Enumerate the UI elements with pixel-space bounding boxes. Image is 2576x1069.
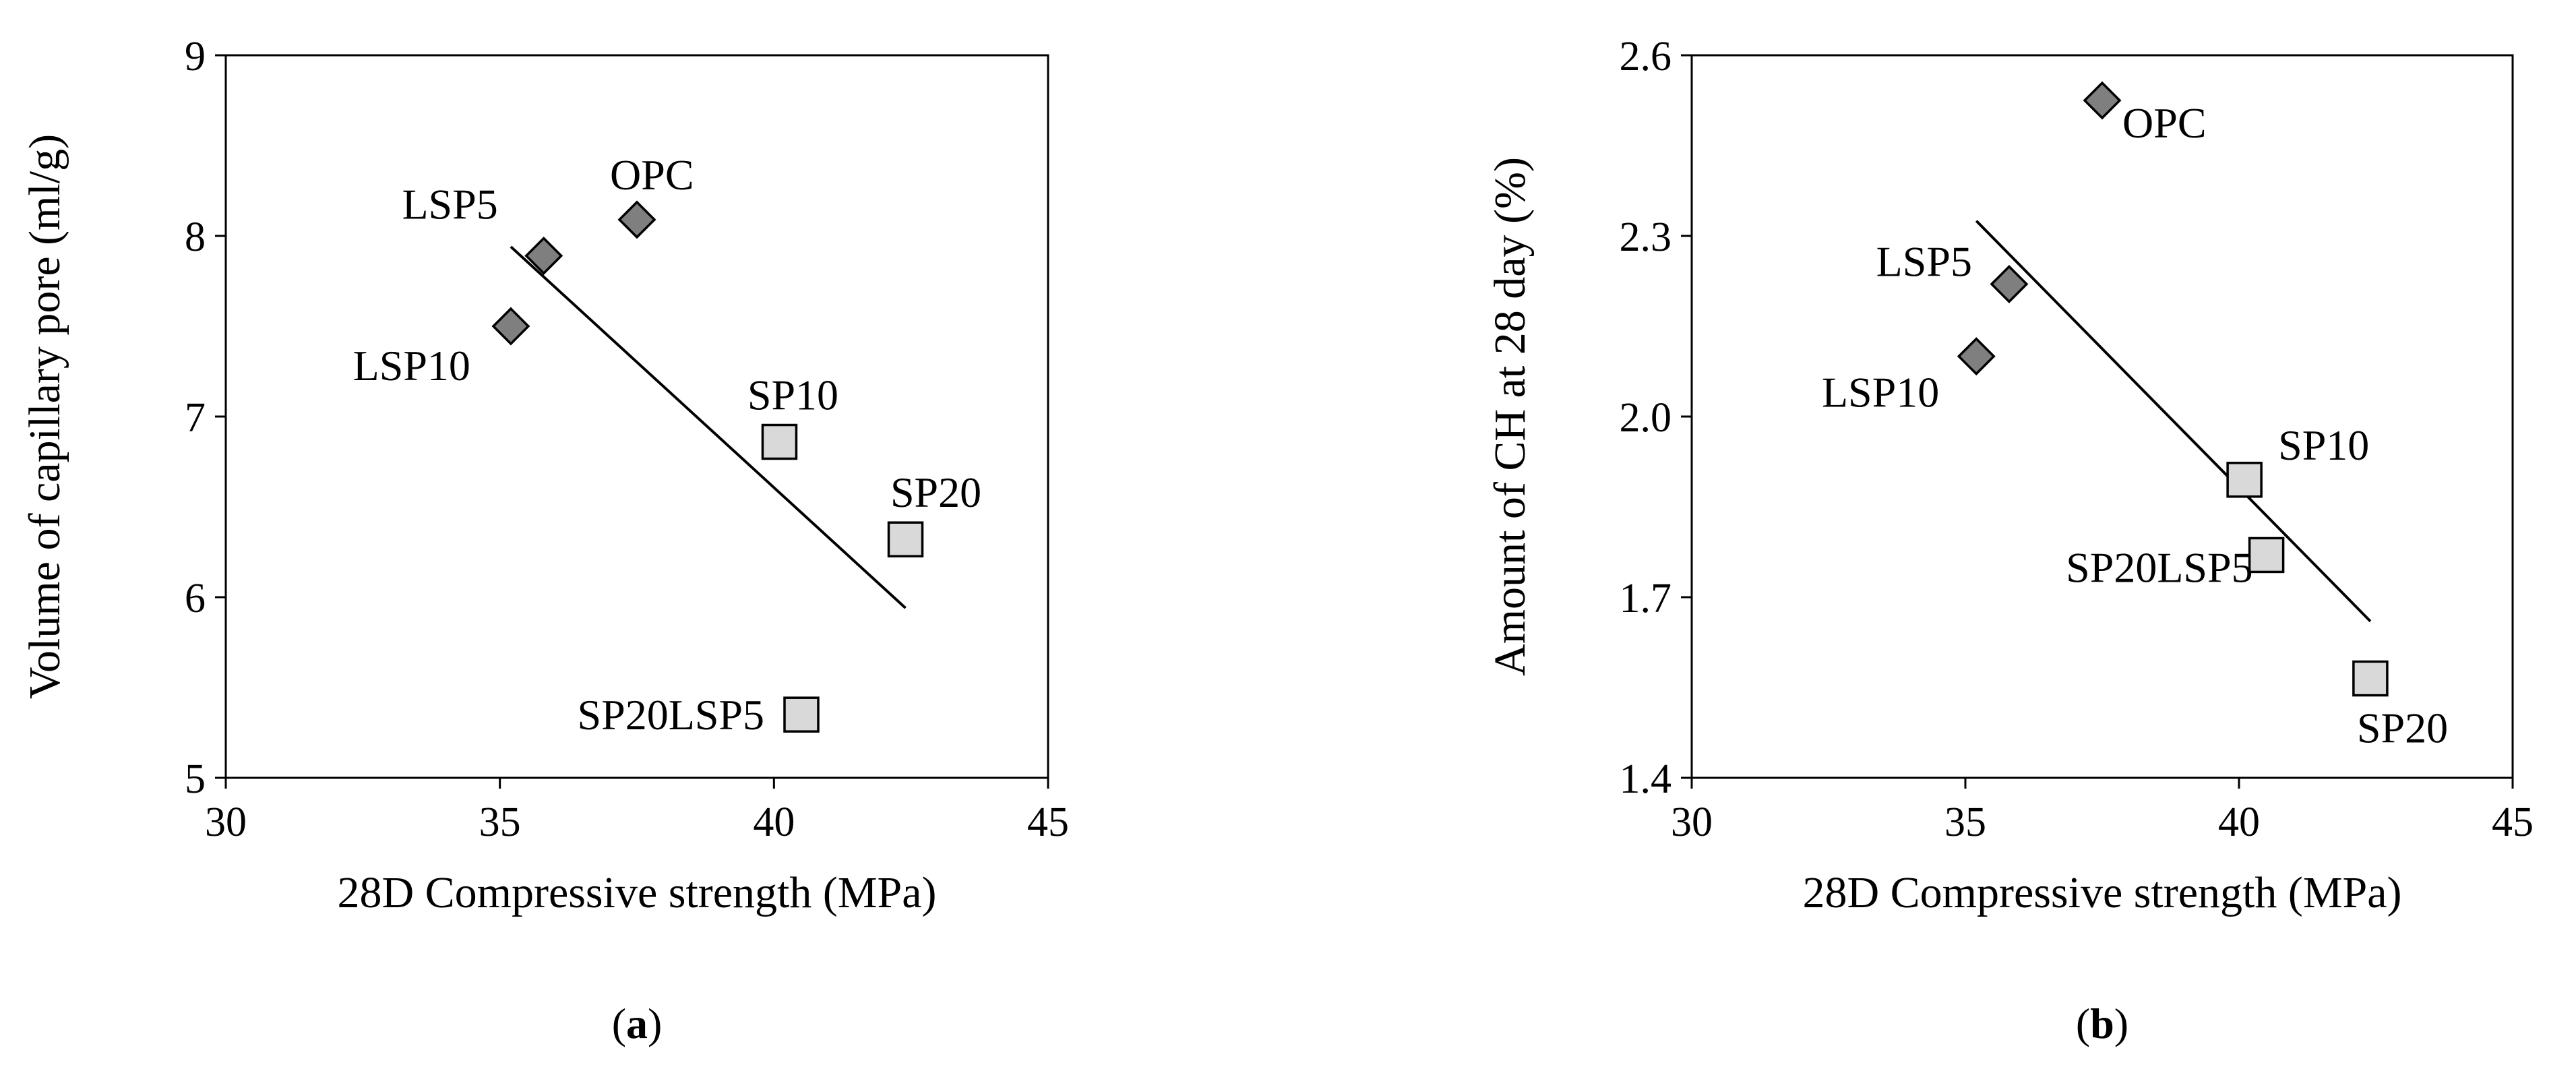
y-tick-label: 7 (185, 395, 206, 441)
y-axis-title: Volume of capillary pore (ml/g) (20, 134, 69, 699)
y-tick-label: 6 (185, 576, 206, 621)
y-tick-label: 5 (185, 756, 206, 802)
x-tick-label: 45 (2492, 799, 2534, 845)
data-point-sp20lsp5 (2248, 537, 2285, 574)
y-tick-label: 2.6 (1620, 34, 1672, 80)
point-label-sp10: SP10 (2278, 421, 2369, 469)
y-tick-label: 1.7 (1620, 576, 1672, 621)
point-label-lsp5: LSP5 (1876, 237, 1972, 285)
panel-letter: b (2090, 1000, 2114, 1047)
point-label-lsp10: LSP10 (1822, 369, 1939, 417)
data-point-sp20lsp5 (783, 696, 820, 733)
trendline (510, 245, 907, 609)
y-tick-label: 2.3 (1620, 214, 1672, 260)
point-label-opc: OPC (610, 151, 694, 199)
data-point-lsp5 (524, 237, 563, 275)
data-point-opc (2083, 81, 2122, 120)
y-tick-label: 8 (185, 214, 206, 260)
point-label-sp20lsp5: SP20LSP5 (2066, 543, 2252, 591)
data-point-opc (617, 200, 656, 239)
x-tick-label: 30 (1671, 799, 1713, 845)
y-tick-label: 9 (185, 34, 206, 80)
data-point-sp10 (761, 423, 798, 460)
plot-frame (1690, 54, 2514, 779)
chart-panel-b: 30 35 40 45 1.4 1.7 2.0 2.3 2.6 28D Compressive s… (1485, 34, 2534, 1047)
point-label-opc: OPC (2122, 99, 2207, 147)
data-point-lsp10 (1957, 337, 1996, 376)
x-tick-label: 40 (2218, 799, 2260, 845)
data-point-lsp10 (491, 307, 530, 346)
trendline (1975, 220, 2372, 623)
point-label-sp20: SP20 (890, 468, 981, 516)
panel-letter: a (626, 1000, 648, 1047)
x-tick-label: 30 (205, 799, 247, 845)
point-label-sp10: SP10 (747, 371, 838, 419)
panel-label: (b) (2076, 1000, 2128, 1047)
x-axis-title: 28D Compressive strength (MPa) (1802, 868, 2401, 917)
data-point-lsp5 (1990, 264, 2029, 303)
x-tick-label: 45 (1027, 799, 1069, 845)
y-tick-label: 1.4 (1620, 756, 1672, 802)
y-tick-label: 2.0 (1620, 395, 1672, 441)
panel-label: (a) (612, 1000, 663, 1047)
point-label-lsp5: LSP5 (402, 180, 497, 228)
point-label-lsp10: LSP10 (353, 342, 470, 390)
data-point-sp10 (2226, 462, 2263, 498)
x-axis-title: 28D Compressive strength (MPa) (337, 868, 936, 917)
data-point-sp20 (2352, 660, 2389, 697)
point-label-sp20lsp5: SP20LSP5 (578, 691, 764, 739)
y-axis-title: Amount of CH at 28 day (%) (1485, 157, 1535, 676)
data-point-sp20 (887, 521, 924, 557)
chart-panel-a: 30 35 40 45 5 6 7 8 9 28D Compressive strength (M… (20, 34, 1069, 1047)
point-label-sp20: SP20 (2357, 704, 2448, 752)
x-tick-label: 40 (753, 799, 795, 845)
x-tick-label: 35 (1944, 799, 1986, 845)
x-tick-label: 35 (479, 799, 521, 845)
